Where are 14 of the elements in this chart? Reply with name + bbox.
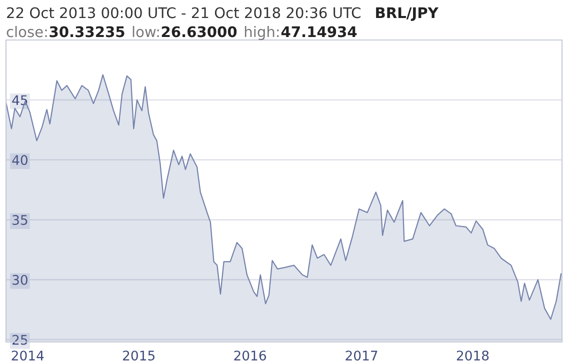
x-tick-label: 2014 [12, 350, 44, 361]
y-tick-label: 45 [12, 95, 28, 106]
x-tick-label: 2017 [346, 350, 378, 361]
y-tick-label: 35 [12, 214, 28, 225]
chart-subtitle: BRL/JPY [376, 7, 439, 21]
chart-title: 22 Oct 2013 00:00 UTC - 21 Oct 2018 20:36 UTC [7, 7, 360, 18]
x-tick-label: 2018 [456, 350, 489, 361]
y-tick-label: 30 [12, 274, 28, 285]
annotation: high:47.14934 [244, 26, 357, 40]
x-tick-label: 2015 [123, 350, 154, 361]
text: low:26.63000 [132, 26, 237, 38]
x-tick-label: 2016 [234, 350, 266, 361]
y-tick-label: 40 [12, 155, 28, 166]
text: close:30.33235 [6, 26, 124, 38]
